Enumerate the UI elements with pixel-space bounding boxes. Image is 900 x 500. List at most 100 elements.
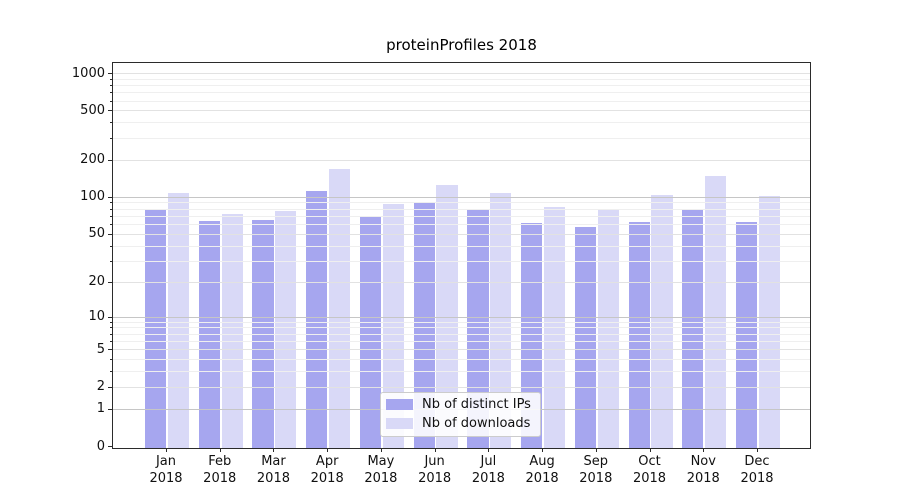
gridline-minor [113,202,810,204]
y-tick-label: 2 [96,379,105,395]
y-tick-label: 10 [88,309,105,325]
gridline-minor [113,260,810,262]
y-tick-minor [109,224,112,226]
y-tick [108,233,112,235]
y-tick-minor [109,100,112,102]
x-tick-label: Jan 2018 [149,454,183,486]
y-tick-minor [109,327,112,329]
y-tick [108,316,112,318]
gridline [113,73,810,75]
y-tick-minor [109,340,112,342]
gridline [113,281,810,283]
y-tick-minor [109,371,112,373]
y-tick [108,159,112,161]
y-tick-label: 500 [80,102,105,118]
legend-label-downloads: Nb of downloads [422,416,531,431]
gridline [113,110,810,112]
gridline-minor [113,371,810,373]
chart-title: proteinProfiles 2018 [386,36,537,54]
gridline-minor [113,208,810,210]
y-tick-label: 20 [88,274,105,290]
bar-downloads [705,175,727,448]
x-tick-label: Jun 2018 [418,454,452,486]
y-tick-minor [109,245,112,247]
bar-distinct-ips [628,221,650,448]
x-tick [649,448,651,452]
bar-distinct-ips [413,202,435,448]
gridline-minor [113,321,810,323]
legend-label-distinct-ips: Nb of distinct IPs [422,397,531,412]
gridline-major [113,196,810,198]
y-tick [108,386,112,388]
gridline-minor [113,215,810,217]
bar-downloads [221,213,243,448]
x-tick-label: Apr 2018 [310,454,344,486]
x-tick-label: Mar 2018 [256,454,290,486]
bar-downloads [328,169,351,448]
y-tick-label: 100 [80,189,105,205]
bar-distinct-ips [735,222,758,448]
x-tick-label: Sep 2018 [579,454,613,486]
bar-downloads [275,210,297,448]
y-tick-minor [109,321,112,323]
x-tick [703,448,705,452]
bar-downloads [651,194,673,448]
legend-item-downloads: Nb of downloads [386,416,531,431]
x-tick [327,448,329,452]
y-tick-minor [109,202,112,204]
y-tick [108,196,112,198]
x-tick-label: Oct 2018 [632,454,667,486]
x-tick [434,448,436,452]
gridline-minor [113,245,810,247]
gridline-minor [113,78,810,80]
x-tick [219,448,221,452]
bar-downloads [597,210,619,448]
bar-distinct-ips [306,190,328,448]
bar-distinct-ips [467,209,489,448]
x-tick-label: Aug 2018 [525,454,559,486]
x-tick-label: Jul 2018 [471,454,505,486]
y-tick-minor [109,92,112,94]
x-tick [488,448,490,452]
y-tick [108,408,112,410]
legend: Nb of distinct IPs Nb of downloads [380,392,541,437]
x-tick-label: Feb 2018 [203,454,237,486]
y-tick-label: 1 [96,401,105,417]
y-tick [108,349,112,351]
y-tick-minor [109,78,112,80]
gridline-minor [113,359,810,361]
bar-distinct-ips [359,216,382,448]
bar-distinct-ips [682,210,704,448]
gridline-minor [113,85,810,87]
y-tick-label: 1000 [71,65,105,81]
y-tick-label: 200 [80,152,105,168]
bar-distinct-ips [521,223,543,448]
bar-distinct-ips [145,210,167,448]
gridline-minor [113,333,810,335]
gridline-major [113,316,810,318]
gridline [113,233,810,235]
y-tick-minor [109,359,112,361]
x-tick [756,448,758,452]
legend-swatch-distinct-ips [386,399,413,410]
x-tick-label: Dec 2018 [740,454,774,486]
y-tick [108,110,112,112]
gridline [113,159,810,161]
gridline-minor [113,340,810,342]
gridline-minor [113,224,810,226]
gridline [113,386,810,388]
plot-area: Nb of distinct IPs Nb of downloads [112,62,811,449]
gridline-minor [113,327,810,329]
bar-downloads [436,184,458,448]
y-tick-minor [109,137,112,139]
y-tick-label: 0 [96,438,105,454]
bar-downloads [490,192,512,448]
bar-downloads [167,193,189,448]
y-tick-label: 5 [96,341,105,357]
y-tick-minor [109,333,112,335]
gridline-minor [113,100,810,102]
x-tick [380,448,382,452]
x-tick [166,448,167,452]
gridline-minor [113,137,810,139]
